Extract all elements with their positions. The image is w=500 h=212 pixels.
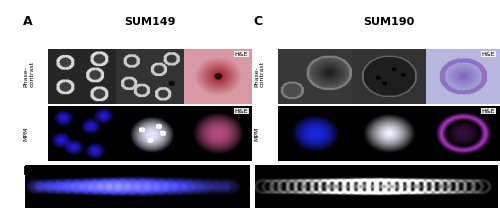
- Text: C: C: [254, 15, 262, 28]
- Text: Control: Control: [298, 51, 331, 60]
- Text: SUM149: SUM149: [124, 17, 176, 27]
- Text: GNS: GNS: [379, 51, 398, 60]
- Text: D: D: [254, 165, 264, 178]
- Text: GNS: GNS: [140, 51, 160, 60]
- Text: MPM: MPM: [24, 126, 28, 141]
- Text: B: B: [22, 165, 32, 178]
- Text: Phase-
contrast: Phase- contrast: [24, 61, 34, 87]
- Text: H&E: H&E: [482, 52, 496, 57]
- Text: A: A: [22, 15, 32, 28]
- Text: H&E: H&E: [234, 109, 248, 114]
- Text: MPM: MPM: [254, 126, 259, 141]
- Text: Phase-
contrast: Phase- contrast: [254, 61, 265, 87]
- Text: H&E: H&E: [234, 52, 248, 57]
- Text: SUM190: SUM190: [363, 17, 414, 27]
- Text: H&E: H&E: [482, 109, 496, 114]
- Text: Control: Control: [66, 51, 98, 60]
- Text: GNS: GNS: [208, 51, 228, 60]
- Text: GNS: GNS: [453, 51, 472, 60]
